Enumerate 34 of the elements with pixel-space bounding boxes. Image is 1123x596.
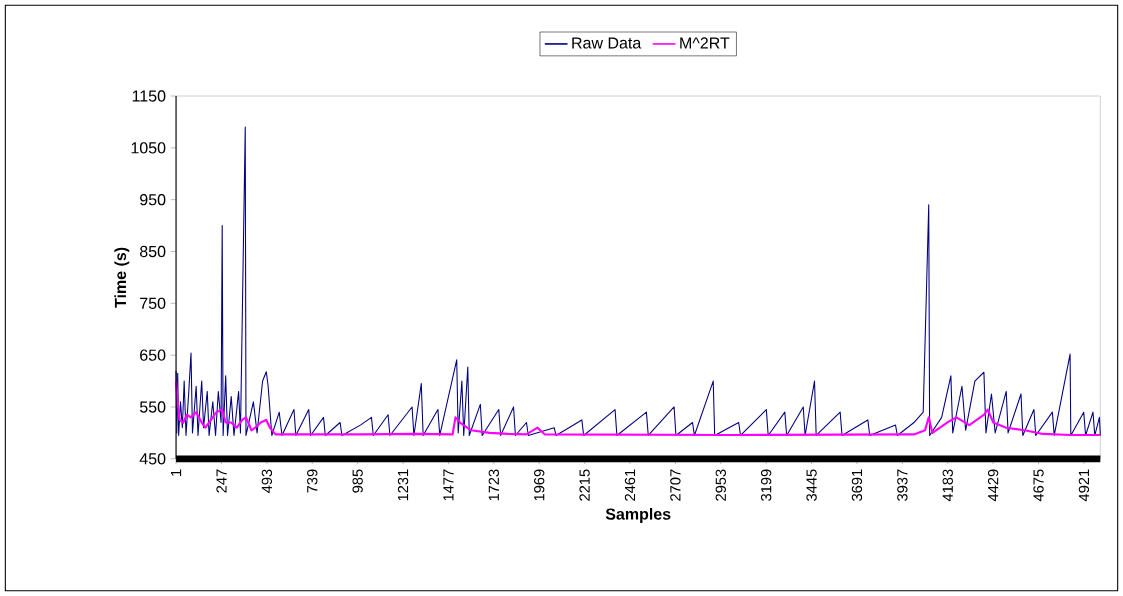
x-tick-label: 1	[171, 469, 182, 476]
y-tick-label: 650	[140, 349, 166, 361]
x-tick-label: 739	[307, 469, 318, 493]
y-tick-label: 750	[140, 297, 166, 309]
line-series	[175, 126, 1101, 436]
y-tick-label: 1050	[131, 142, 166, 154]
x-tick-label: 3199	[760, 469, 772, 501]
x-tick-label: 4921	[1078, 469, 1090, 502]
y-tick-label: 1150	[132, 90, 166, 102]
x-tick-label: 2461	[624, 469, 636, 501]
y-tick-label: 450	[139, 453, 166, 465]
legend-label: M^2RT	[680, 37, 730, 49]
x-tick-label: 1723	[488, 469, 500, 501]
x-tick-label: 1231	[397, 469, 409, 501]
x-tick-label: 2215	[579, 469, 590, 501]
y-tick-label: 550	[139, 401, 166, 413]
x-tick-label: 4675	[1033, 469, 1044, 502]
x-tick-label: 4429	[987, 469, 999, 502]
x-tick-label: 3937	[897, 469, 908, 501]
y-axis-title: Time (s)	[114, 247, 130, 308]
y-tick-label: 850	[140, 245, 166, 258]
x-tick-label: 4183	[942, 469, 953, 502]
x-tick-label: 3445	[806, 469, 817, 501]
x-tick-label: 985	[352, 469, 363, 493]
x-tick-label: 247	[216, 469, 227, 493]
y-tick-label: 950	[140, 193, 166, 206]
x-tick-label: 2953	[715, 469, 726, 501]
legend-label: Raw Data	[572, 37, 642, 49]
x-tick-label: 1477	[443, 469, 454, 501]
x-tick-label: 1969	[534, 469, 545, 501]
x-tick-label: 2707	[670, 469, 681, 501]
x-tick-label: 493	[261, 469, 273, 493]
x-tick-label: 3691	[851, 469, 863, 501]
x-axis-title: Samples	[605, 507, 671, 523]
